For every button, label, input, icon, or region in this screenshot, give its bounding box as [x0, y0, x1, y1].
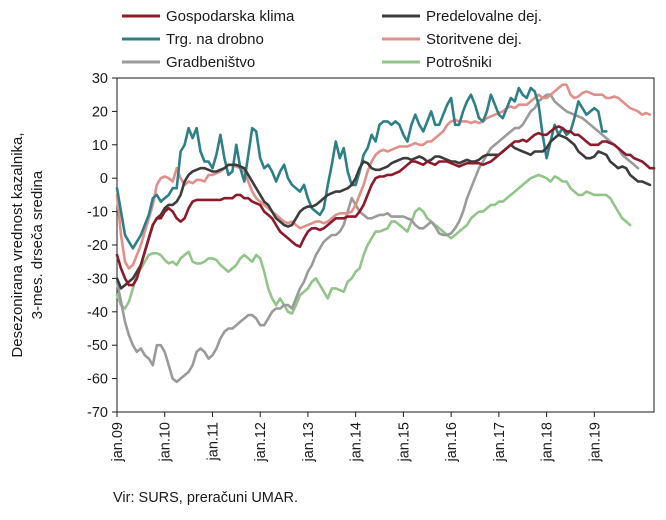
y-tick-label: -10: [87, 205, 108, 221]
x-axis-ticks: jan.09 jan.10 jan.11 jan.12 jan.13 jan.14 jan.…: [110, 412, 603, 463]
legend-label: Trg. na drobno: [166, 31, 264, 48]
series-line-1: [115, 133, 652, 290]
x-tick-label: jan.11: [205, 422, 221, 461]
y-tick-label: 10: [92, 138, 108, 154]
legend-label: Predelovalne dej.: [426, 8, 542, 25]
source-note: Vir: SURS, preračuni UMAR.: [113, 490, 299, 506]
legend-label: Gradbeništvo: [166, 54, 255, 71]
x-tick-label: jan.09: [110, 422, 126, 463]
y-tick-label: -60: [87, 372, 108, 388]
y-tick-label: -40: [87, 305, 108, 321]
x-tick-label: jan.19: [587, 422, 603, 463]
y-tick-label: 30: [92, 71, 108, 87]
series-line-5: [115, 173, 632, 315]
y-tick-label: -20: [87, 238, 108, 254]
x-tick-label: jan.17: [492, 422, 508, 463]
y-axis-label-line-1: Desezonirana vrednost kazalnika,: [9, 132, 26, 357]
series-line-0: [115, 125, 656, 287]
x-tick-label: jan.15: [396, 422, 412, 463]
y-axis-ticks: 30 20 10 0 -10 -20 -30 -40 -50 -60 -70: [87, 71, 117, 421]
x-tick-label: jan.13: [301, 422, 317, 463]
x-tick-label: jan.10: [158, 422, 174, 463]
y-tick-label: -50: [87, 338, 108, 354]
x-tick-label: jan.12: [253, 422, 269, 463]
x-tick-label: jan.16: [444, 422, 460, 463]
series-line-2: [115, 86, 608, 250]
y-axis-label-line-2: 3-mes. drseča sredina: [29, 170, 46, 319]
y-tick-label: 20: [92, 104, 108, 120]
line-chart: Gospodarska klima Predelovalne dej. Trg. n…: [9, 8, 656, 463]
legend-label: Storitvene dej.: [426, 31, 522, 48]
plot-frame: [116, 77, 655, 413]
y-tick-label: -30: [87, 271, 108, 287]
series-line-3: [115, 83, 652, 270]
y-tick-label: 0: [100, 171, 108, 187]
chart-legend: Gospodarska klima Predelovalne dej. Trg. n…: [122, 8, 542, 71]
legend-label: Gospodarska klima: [166, 8, 295, 25]
x-tick-label: jan.18: [540, 422, 556, 463]
legend-label: Potrošniki: [426, 54, 492, 71]
y-tick-label: -70: [87, 405, 108, 421]
plot-area: [115, 77, 656, 413]
y-axis-label: Desezonirana vrednost kazalnika, 3-mes. …: [9, 132, 46, 357]
x-tick-label: jan.14: [349, 422, 365, 463]
